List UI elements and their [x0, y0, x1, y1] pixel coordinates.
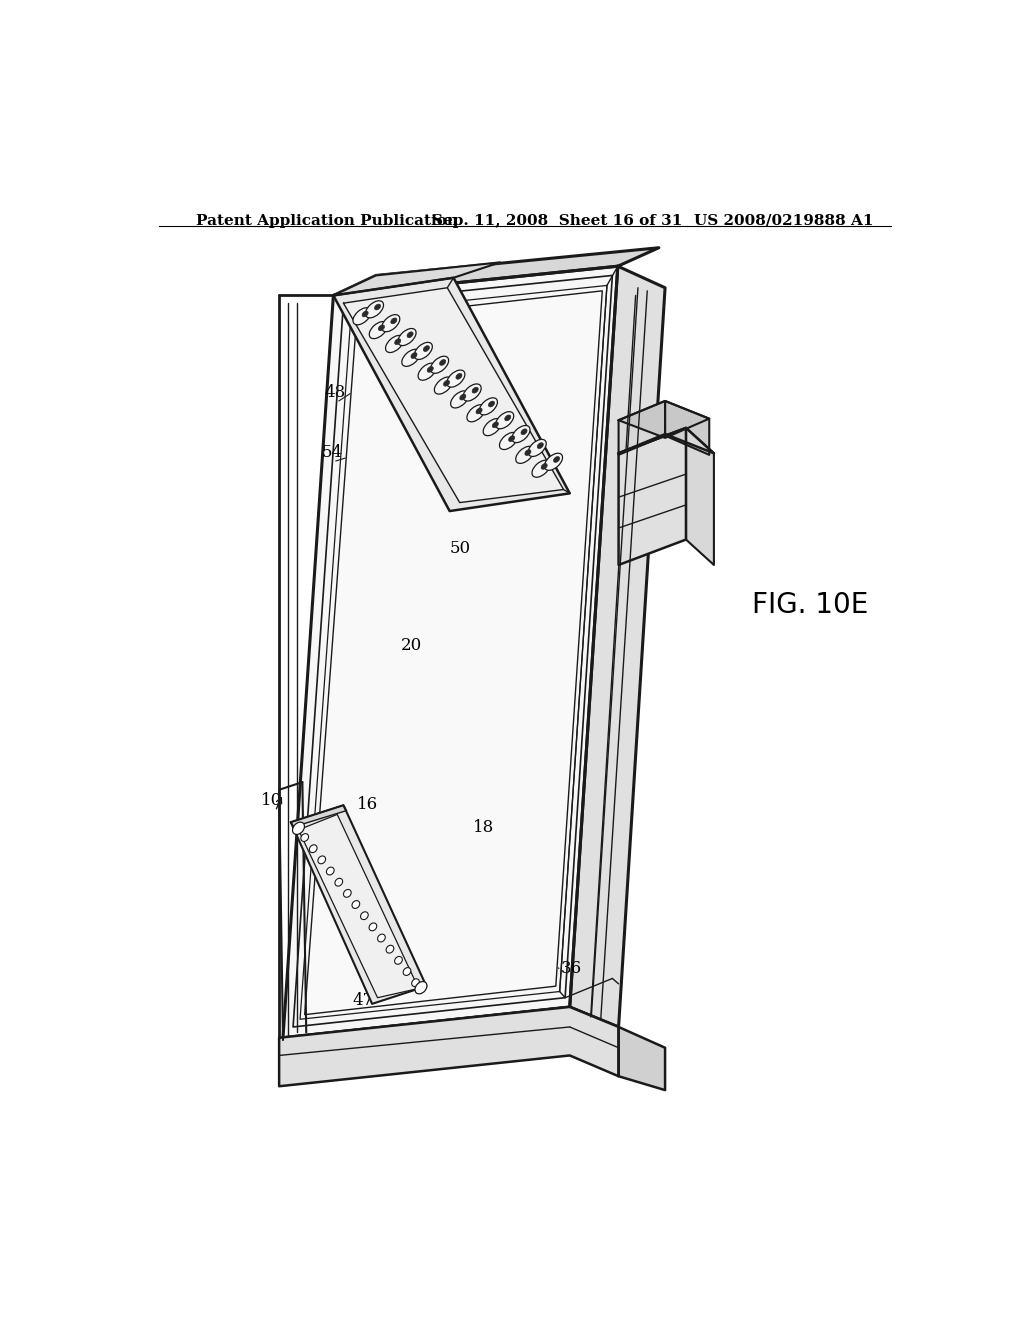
Ellipse shape: [439, 359, 445, 366]
Polygon shape: [334, 248, 658, 296]
Ellipse shape: [446, 370, 465, 387]
Polygon shape: [618, 401, 665, 455]
Polygon shape: [283, 1007, 569, 1074]
Ellipse shape: [394, 339, 400, 345]
Ellipse shape: [414, 342, 432, 359]
Ellipse shape: [451, 391, 469, 408]
Ellipse shape: [427, 367, 433, 372]
Ellipse shape: [430, 356, 449, 374]
Polygon shape: [569, 267, 665, 1027]
Ellipse shape: [353, 308, 371, 325]
Text: Sep. 11, 2008  Sheet 16 of 31: Sep. 11, 2008 Sheet 16 of 31: [432, 214, 682, 228]
Polygon shape: [299, 814, 419, 998]
Ellipse shape: [415, 982, 427, 994]
Ellipse shape: [335, 878, 343, 886]
Polygon shape: [283, 267, 617, 1038]
Ellipse shape: [493, 422, 499, 428]
Text: 10: 10: [261, 792, 283, 809]
Ellipse shape: [411, 352, 417, 359]
Polygon shape: [291, 805, 346, 826]
Ellipse shape: [352, 900, 359, 908]
Text: FIG. 10E: FIG. 10E: [752, 591, 868, 619]
Polygon shape: [334, 277, 569, 511]
Ellipse shape: [525, 450, 530, 455]
Ellipse shape: [370, 322, 387, 339]
Ellipse shape: [423, 346, 429, 351]
Text: 48: 48: [324, 384, 345, 401]
Ellipse shape: [317, 855, 326, 863]
Text: Patent Application Publication: Patent Application Publication: [197, 214, 458, 228]
Ellipse shape: [496, 412, 514, 429]
Polygon shape: [618, 428, 686, 565]
Polygon shape: [334, 263, 500, 296]
Ellipse shape: [545, 453, 562, 470]
Ellipse shape: [391, 318, 397, 323]
Ellipse shape: [521, 429, 527, 434]
Text: 18: 18: [473, 820, 495, 836]
Ellipse shape: [528, 440, 546, 457]
Ellipse shape: [301, 834, 308, 841]
Ellipse shape: [476, 408, 482, 414]
Ellipse shape: [366, 301, 384, 318]
Text: 20: 20: [400, 636, 422, 653]
Ellipse shape: [398, 329, 416, 346]
Ellipse shape: [362, 312, 369, 317]
Ellipse shape: [512, 425, 530, 442]
Ellipse shape: [379, 325, 384, 331]
Ellipse shape: [309, 845, 317, 853]
Polygon shape: [686, 428, 714, 565]
Ellipse shape: [443, 380, 450, 387]
Polygon shape: [280, 1007, 618, 1086]
Ellipse shape: [541, 463, 547, 470]
Polygon shape: [618, 401, 710, 438]
Ellipse shape: [467, 405, 485, 422]
Text: 50: 50: [450, 540, 471, 557]
Polygon shape: [618, 428, 714, 453]
Polygon shape: [569, 1007, 618, 1065]
Ellipse shape: [382, 314, 399, 331]
Ellipse shape: [538, 442, 544, 449]
Ellipse shape: [509, 436, 515, 442]
Ellipse shape: [408, 331, 413, 338]
Ellipse shape: [360, 912, 369, 920]
Ellipse shape: [394, 957, 402, 965]
Ellipse shape: [554, 457, 559, 462]
Ellipse shape: [386, 945, 394, 953]
Text: 36: 36: [560, 960, 582, 977]
Ellipse shape: [479, 397, 498, 414]
Ellipse shape: [293, 822, 304, 834]
Ellipse shape: [472, 387, 478, 393]
Ellipse shape: [456, 374, 462, 379]
Ellipse shape: [505, 414, 511, 421]
Ellipse shape: [327, 867, 334, 875]
Ellipse shape: [403, 968, 411, 975]
Text: 47: 47: [352, 993, 374, 1010]
Ellipse shape: [343, 890, 351, 898]
Ellipse shape: [463, 384, 481, 401]
Text: 54: 54: [322, 444, 343, 461]
Ellipse shape: [516, 446, 534, 463]
Ellipse shape: [460, 395, 466, 400]
Text: 16: 16: [356, 796, 378, 813]
Text: US 2008/0219888 A1: US 2008/0219888 A1: [693, 214, 873, 228]
Ellipse shape: [500, 433, 517, 450]
Ellipse shape: [532, 461, 550, 478]
Polygon shape: [665, 401, 710, 455]
Ellipse shape: [401, 350, 420, 367]
Ellipse shape: [369, 923, 377, 931]
Ellipse shape: [412, 978, 420, 986]
Ellipse shape: [434, 378, 453, 395]
Ellipse shape: [378, 935, 385, 942]
Ellipse shape: [385, 335, 403, 352]
Ellipse shape: [488, 401, 495, 407]
Polygon shape: [618, 1027, 665, 1090]
Ellipse shape: [375, 304, 381, 310]
Polygon shape: [291, 805, 426, 1003]
Polygon shape: [305, 290, 602, 1015]
Ellipse shape: [483, 418, 502, 436]
Ellipse shape: [418, 363, 436, 380]
Polygon shape: [343, 288, 563, 503]
